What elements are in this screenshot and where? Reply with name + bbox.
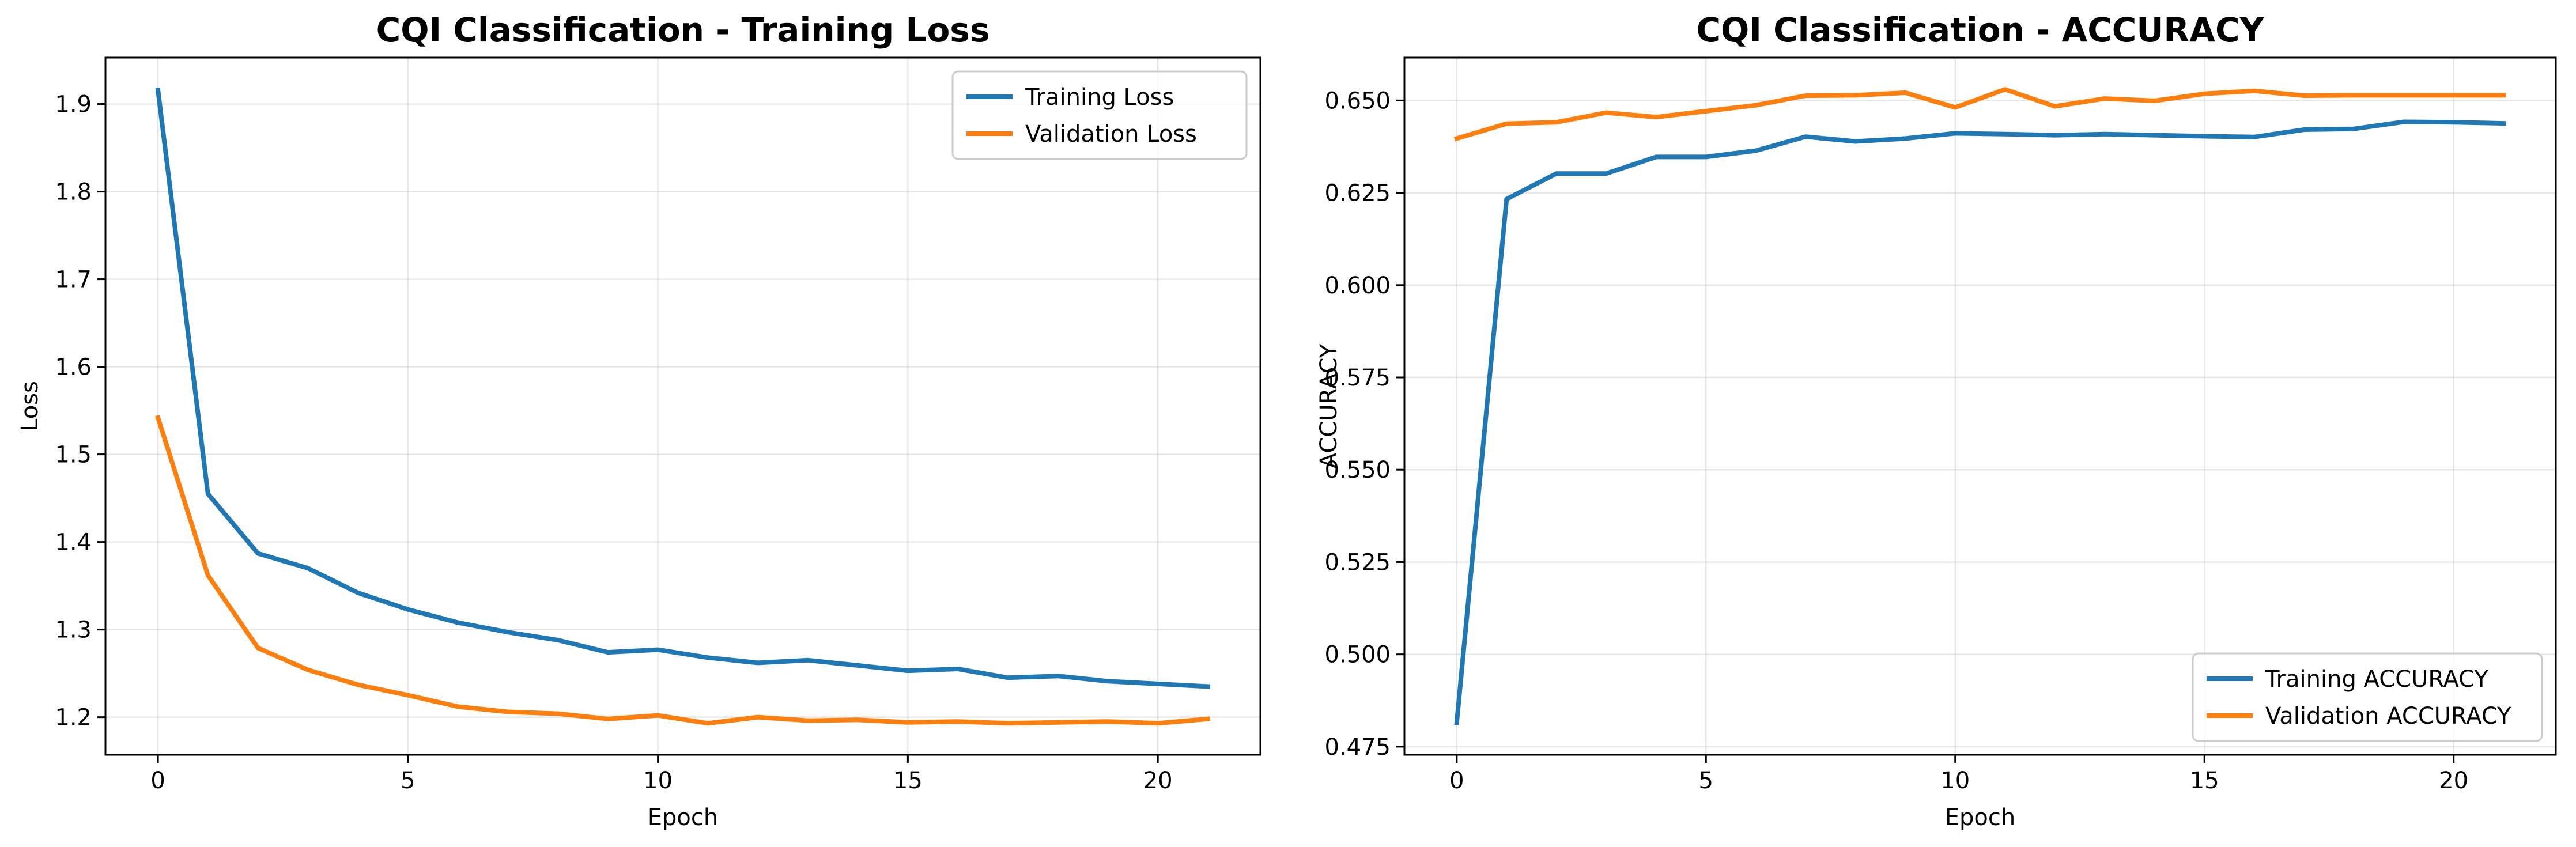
accuracy-legend-label: Validation ACCURACY — [2265, 703, 2511, 729]
accuracy-y-tick-label: 0.550 — [1324, 457, 1391, 483]
loss-legend: Training Loss Validation Loss — [951, 70, 1248, 160]
accuracy-y-tick-label: 0.525 — [1324, 549, 1391, 576]
accuracy-series-line-training — [1454, 119, 2506, 725]
accuracy-x-tick-label: 5 — [1699, 767, 1713, 794]
accuracy-x-axis-label: Epoch — [1945, 804, 2015, 831]
accuracy-x-tick-label: 10 — [1940, 767, 1970, 794]
accuracy-y-tick-label: 0.625 — [1324, 180, 1391, 207]
loss-x-tick-label: 0 — [150, 767, 165, 794]
accuracy-y-tick-label: 0.600 — [1324, 273, 1391, 299]
loss-y-tick-label: 1.6 — [55, 354, 92, 381]
accuracy-y-tick-label: 0.650 — [1324, 88, 1391, 114]
accuracy-x-tick-label: 0 — [1449, 767, 1464, 794]
loss-y-tick-label: 1.8 — [55, 179, 92, 206]
accuracy-chart-title: CQI Classification - ACCURACY — [1696, 10, 2264, 50]
loss-y-tick-label: 1.9 — [55, 92, 92, 118]
accuracy-y-tick-label: 0.575 — [1324, 365, 1391, 391]
loss-x-tick-label: 15 — [893, 767, 923, 794]
loss-y-tick-label: 1.3 — [55, 617, 92, 644]
accuracy-legend-label: Training ACCURACY — [2265, 666, 2488, 693]
loss-y-tick-label: 1.5 — [55, 442, 92, 468]
accuracy-legend: Training ACCURACY Validation ACCURACY — [2192, 652, 2543, 742]
loss-x-tick-label: 20 — [1143, 767, 1173, 794]
loss-legend-label: Training Loss — [1025, 84, 1174, 111]
loss-x-tick-label: 5 — [401, 767, 415, 794]
loss-x-tick-label: 10 — [643, 767, 673, 794]
accuracy-y-axis-label: ACCURACY — [1316, 343, 1342, 468]
accuracy-axes-frame — [1403, 56, 2557, 756]
loss-legend-box — [951, 70, 1248, 160]
loss-series-line-validation — [155, 414, 1211, 726]
accuracy-x-tick-label: 20 — [2439, 767, 2468, 794]
loss-y-tick-label: 1.4 — [55, 530, 92, 556]
loss-series-line-training — [155, 87, 1211, 689]
accuracy-y-tick-label: 0.475 — [1324, 734, 1391, 761]
accuracy-y-tick-label: 0.500 — [1324, 642, 1391, 668]
loss-y-axis-label: Loss — [17, 381, 43, 432]
accuracy-legend-box — [2192, 652, 2543, 742]
loss-y-tick-label: 1.2 — [55, 705, 92, 731]
accuracy-x-tick-label: 15 — [2190, 767, 2219, 794]
loss-y-tick-label: 1.7 — [55, 267, 92, 293]
accuracy-series-line-validation — [1453, 87, 2506, 142]
loss-axes-frame — [104, 56, 1261, 756]
loss-panel: CQI Classification - Training Loss Epoch… — [17, 10, 1261, 831]
accuracy-panel: CQI Classification - ACCURACY Epoch ACCU… — [1316, 10, 2557, 831]
loss-x-axis-label: Epoch — [648, 804, 718, 831]
loss-legend-label: Validation Loss — [1025, 121, 1197, 148]
loss-chart-title: CQI Classification - Training Loss — [376, 10, 990, 50]
